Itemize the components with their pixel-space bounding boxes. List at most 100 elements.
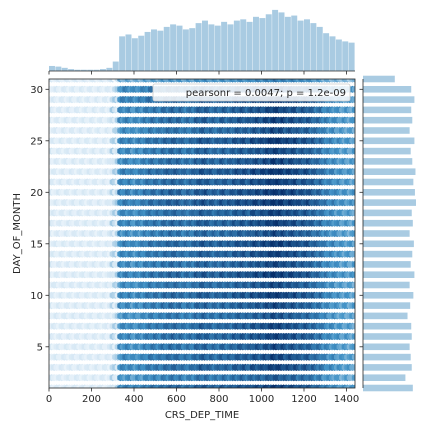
x-marginal-bar	[125, 34, 132, 71]
y-marginal-bar	[363, 137, 415, 145]
hex-cell	[351, 178, 355, 186]
x-marginal-bar	[195, 23, 202, 71]
hex-cell	[351, 168, 355, 176]
hex-cell	[351, 199, 355, 207]
x-marginal-bar	[189, 28, 196, 71]
x-marginal-bar	[182, 29, 189, 72]
x-marginal-bar	[253, 16, 259, 71]
x-marginal-bar	[119, 36, 126, 71]
x-marginal-bar	[176, 25, 183, 71]
y-marginal-bar	[363, 271, 415, 278]
hex-cell	[351, 374, 355, 382]
x-tick-label: 600	[167, 394, 186, 405]
x-marginal-bar	[100, 69, 106, 71]
x-marginal-bar	[144, 31, 151, 71]
y-marginal-bar	[363, 209, 412, 217]
x-marginal-bar	[304, 19, 310, 71]
x-marginal-bar	[310, 23, 317, 71]
y-marginal-bar	[363, 384, 413, 392]
x-marginal-bar	[170, 24, 177, 72]
x-tick-label: 800	[209, 394, 228, 405]
y-marginal-bar	[363, 322, 412, 330]
y-marginal-bar	[363, 261, 411, 268]
x-marginal-bar	[151, 29, 157, 72]
x-marginal-bar	[157, 30, 164, 71]
y-tick-label: 20	[30, 188, 43, 199]
x-tick-label: 1000	[249, 394, 274, 405]
hex-cell	[351, 353, 355, 361]
y-tick-label: 25	[30, 136, 43, 147]
x-marginal-bar	[112, 61, 119, 71]
hex-cell	[351, 96, 355, 104]
hexbin-layer	[49, 79, 355, 388]
x-marginal-bar	[272, 9, 279, 72]
x-marginal-bar	[265, 14, 272, 72]
x-marginal-bar	[214, 25, 221, 71]
marginal-axis-ticks	[48, 71, 363, 348]
y-marginal-bar	[363, 281, 410, 289]
hex-cell	[351, 106, 355, 114]
y-axis-ticks: 5 10 15 20 25 30	[30, 85, 49, 353]
hex-cell	[351, 157, 355, 165]
y-marginal-bar	[363, 189, 415, 196]
y-marginal-bar	[363, 374, 406, 381]
y-marginal-bar	[363, 219, 413, 227]
x-marginal-bar	[342, 41, 349, 71]
y-marginal-bar	[363, 127, 410, 134]
x-marginal-bar	[49, 65, 55, 71]
x-marginal-bar	[202, 20, 208, 72]
hex-cell	[351, 312, 355, 320]
hex-cell	[351, 332, 355, 341]
hex-cell	[351, 260, 355, 268]
stats-legend: pearsonr = 0.0047; p = 1.2e-09	[152, 83, 351, 102]
y-marginal-bar	[363, 75, 395, 83]
y-tick-label: 10	[30, 291, 43, 302]
y-marginal-bar	[363, 353, 411, 361]
hex-cell	[351, 343, 355, 351]
hex-cell	[351, 240, 355, 248]
hex-cell	[351, 363, 355, 371]
x-tick-label: 200	[82, 394, 101, 405]
x-tick-label: 1400	[334, 394, 359, 405]
hex-cell	[351, 126, 355, 135]
hex-cell	[351, 322, 355, 330]
hex-cell	[351, 291, 355, 299]
hex-cell	[351, 209, 355, 217]
x-marginal-bar	[329, 36, 336, 71]
y-marginal-bar	[363, 178, 414, 186]
y-marginal-bar	[363, 147, 411, 155]
x-axis-label: CRS_DEP_TIME	[165, 410, 239, 421]
y-marginal-bar	[363, 106, 412, 114]
x-marginal-bar	[55, 66, 62, 71]
top-marginal-histogram	[49, 9, 355, 72]
hex-cell	[351, 281, 355, 289]
x-marginal-bar	[208, 24, 215, 72]
y-marginal-bar	[363, 333, 412, 340]
x-marginal-bar	[284, 16, 291, 71]
x-marginal-bar	[93, 69, 100, 71]
x-marginal-bar	[297, 20, 304, 72]
hex-cell	[351, 85, 355, 93]
x-marginal-bar	[259, 18, 266, 71]
y-marginal-bar	[363, 86, 412, 93]
x-marginal-bar	[87, 69, 94, 71]
hex-cell	[351, 271, 355, 279]
hex-cell	[351, 229, 355, 238]
x-axis-ticks: 0 200 400 600 800 1000 1200 1400	[46, 388, 359, 405]
hex-cell	[351, 116, 355, 124]
y-marginal-bar	[363, 343, 410, 351]
y-marginal-bar	[363, 230, 410, 237]
x-marginal-bar	[348, 42, 355, 71]
x-marginal-bar	[74, 69, 81, 71]
right-marginal-histogram	[362, 75, 416, 392]
x-marginal-bar	[138, 35, 145, 71]
y-marginal-bar	[363, 312, 408, 320]
x-marginal-bar	[233, 20, 240, 72]
main-plot-frame	[48, 78, 356, 389]
x-marginal-bar	[291, 15, 298, 71]
x-marginal-bar	[246, 21, 253, 71]
x-marginal-bar	[323, 33, 330, 71]
y-tick-label: 15	[30, 239, 43, 250]
hex-cell	[351, 302, 355, 310]
